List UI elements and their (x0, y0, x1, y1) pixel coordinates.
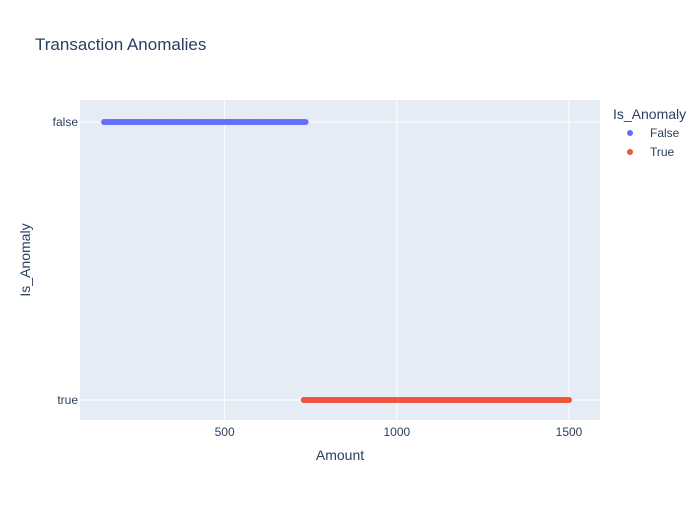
chart-title: Transaction Anomalies (35, 35, 206, 54)
y-tick-label: true (57, 393, 78, 407)
x-tick-label: 500 (215, 425, 235, 439)
data-point-false (302, 119, 309, 125)
legend-label: True (650, 145, 675, 159)
legend-item-true[interactable]: True (627, 145, 675, 159)
plot-area (80, 100, 600, 420)
legend-title: Is_Anomaly (613, 106, 686, 122)
data-point-true (566, 397, 573, 403)
x-tick-label: 1000 (383, 425, 410, 439)
y-axis-ticks: false true (53, 115, 79, 407)
x-tick-label: 1500 (556, 425, 583, 439)
x-axis-ticks: 500 1000 1500 (215, 425, 583, 439)
legend-item-false[interactable]: False (627, 126, 680, 140)
y-axis-label: Is_Anomaly (17, 223, 33, 296)
legend-marker (627, 130, 633, 136)
y-tick-label: false (53, 115, 79, 129)
data-points (101, 119, 573, 403)
legend[interactable]: Is_Anomaly False True (613, 106, 686, 159)
x-axis-label: Amount (316, 447, 364, 463)
legend-label: False (650, 126, 680, 140)
legend-marker (627, 149, 633, 155)
